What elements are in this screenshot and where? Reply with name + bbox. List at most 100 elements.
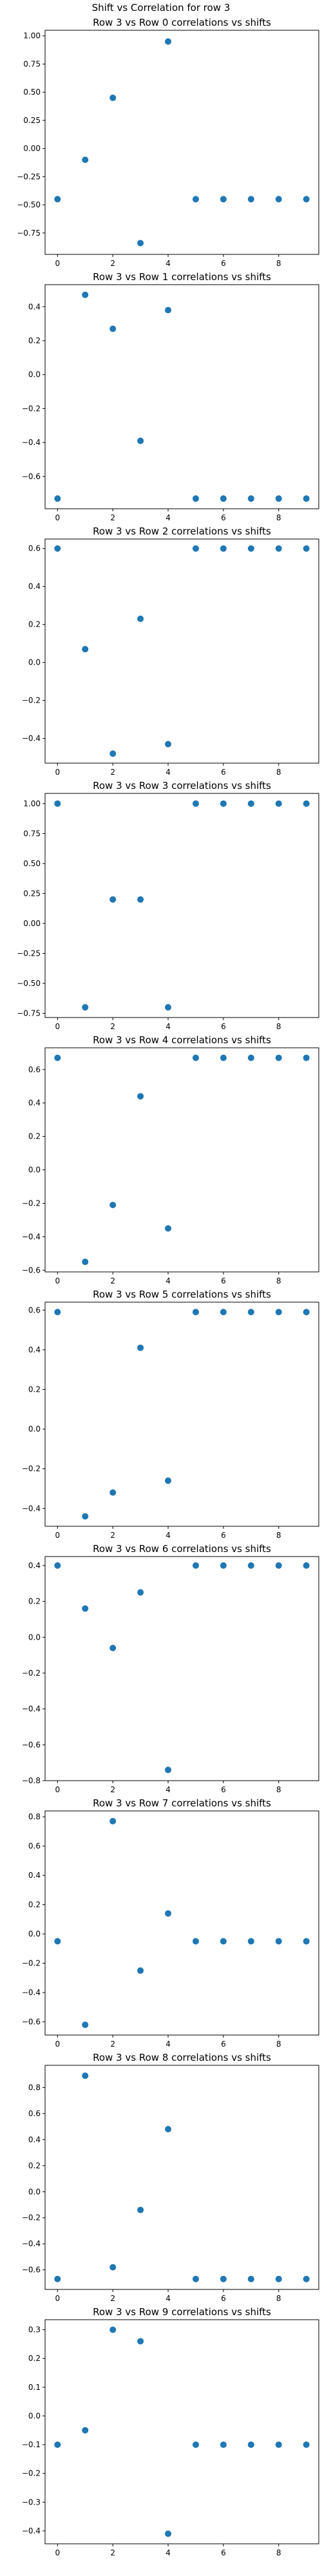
- y-tick-label: −0.4: [22, 1988, 41, 1997]
- y-tick-label: −0.2: [22, 1199, 41, 1208]
- y-tick-label: 0.4: [28, 1561, 41, 1570]
- y-tick-label: 0.4: [28, 1871, 41, 1880]
- y-tick-label: 0.0: [28, 2411, 41, 2420]
- data-point: [109, 2326, 117, 2333]
- data-point: [137, 1967, 144, 1974]
- data-point: [247, 545, 254, 552]
- data-point: [303, 1562, 310, 1569]
- y-tick-label: −0.75: [17, 1009, 41, 1018]
- y-tick-label: 0.4: [28, 582, 41, 591]
- y-tick-label: 0.0: [28, 1425, 41, 1434]
- subplot-6: Row 3 vs Row 6 correlations vs shifts 0 2 4…: [22, 1543, 319, 1794]
- y-tick-label: 1.00: [23, 32, 41, 41]
- x-tick-label: 8: [276, 1022, 281, 1031]
- data-point: [109, 1489, 117, 1496]
- data-point: [275, 2275, 282, 2282]
- y-tick-label: −0.2: [22, 1464, 41, 1473]
- x-tick-label: 8: [276, 768, 281, 777]
- y-tick-label: −0.50: [17, 979, 41, 988]
- y-tick-label: −0.6: [22, 1265, 41, 1274]
- figure-suptitle: Shift vs Correlation for row 3: [92, 2, 231, 14]
- data-point: [165, 1910, 172, 1917]
- data-point: [165, 38, 172, 45]
- x-tick-label: 6: [221, 1276, 226, 1285]
- y-tick-label: −0.2: [22, 2469, 41, 2478]
- subplot-title: Row 3 vs Row 2 correlations vs shifts: [93, 526, 271, 537]
- x-tick-label: 4: [166, 2040, 171, 2049]
- x-tick-label: 2: [110, 1022, 115, 1031]
- data-point: [54, 545, 61, 552]
- data-point: [275, 545, 282, 552]
- data-point: [192, 2275, 199, 2282]
- x-tick-label: 6: [221, 2548, 226, 2557]
- data-point: [247, 1938, 254, 1945]
- data-point: [247, 495, 254, 502]
- data-point: [220, 545, 227, 552]
- data-point: [192, 1054, 199, 1061]
- y-tick-label: −0.4: [22, 1232, 41, 1241]
- data-point: [165, 2126, 172, 2133]
- data-point: [192, 800, 199, 807]
- x-tick-label: 0: [55, 1022, 60, 1031]
- x-tick-label: 4: [166, 259, 171, 268]
- y-tick-label: −0.2: [22, 1959, 41, 1968]
- y-tick-label: −0.6: [22, 472, 41, 481]
- data-point: [220, 1938, 227, 1945]
- plot-frame: [44, 1556, 319, 1781]
- data-point: [247, 800, 254, 807]
- data-point: [275, 1938, 282, 1945]
- subplot-title: Row 3 vs Row 0 correlations vs shifts: [93, 17, 271, 28]
- subplot-title: Row 3 vs Row 1 correlations vs shifts: [93, 271, 271, 283]
- data-point: [82, 1605, 89, 1612]
- data-point: [137, 615, 144, 622]
- y-tick-label: −0.4: [22, 1504, 41, 1513]
- y-tick-label: −0.75: [17, 229, 41, 238]
- data-point: [54, 2275, 61, 2282]
- y-tick-label: 0.2: [28, 620, 41, 629]
- data-point: [247, 196, 254, 203]
- data-point: [303, 2441, 310, 2448]
- y-tick-label: 0.50: [23, 88, 41, 97]
- data-point: [54, 495, 61, 502]
- y-tick-label: 0.25: [23, 116, 41, 125]
- data-point: [192, 1562, 199, 1569]
- y-tick-label: 0.6: [28, 1065, 41, 1074]
- data-point: [303, 800, 310, 807]
- y-tick-label: 0.1: [28, 2383, 41, 2392]
- data-point: [192, 545, 199, 552]
- x-tick-label: 8: [276, 2040, 281, 2049]
- y-tick-label: −0.2: [22, 2213, 41, 2222]
- data-point: [137, 437, 144, 444]
- data-point: [247, 1562, 254, 1569]
- plot-frame: [44, 2319, 319, 2544]
- data-point: [109, 1644, 117, 1651]
- x-tick-label: 0: [55, 2548, 60, 2557]
- x-tick-label: 2: [110, 1531, 115, 1540]
- x-tick-label: 6: [221, 768, 226, 777]
- data-point: [137, 1093, 144, 1100]
- x-tick-label: 6: [221, 2294, 226, 2303]
- x-tick-label: 8: [276, 2548, 281, 2557]
- data-point: [275, 495, 282, 502]
- x-tick-label: 4: [166, 513, 171, 522]
- y-tick-label: 0.4: [28, 1099, 41, 1108]
- y-tick-label: 0.2: [28, 1132, 41, 1141]
- data-point: [82, 2022, 89, 2029]
- x-tick-label: 2: [110, 1276, 115, 1285]
- y-tick-label: 0.4: [28, 2135, 41, 2144]
- data-point: [137, 896, 144, 903]
- data-point: [109, 1817, 117, 1824]
- x-tick-label: 2: [110, 2548, 115, 2557]
- data-point: [82, 2427, 89, 2434]
- subplot-8: Row 3 vs Row 8 correlations vs shifts 0 2 4…: [22, 2052, 319, 2303]
- data-point: [137, 2338, 144, 2345]
- subplot-title: Row 3 vs Row 7 correlations vs shifts: [93, 1797, 271, 1809]
- data-point: [165, 307, 172, 314]
- data-point: [165, 1225, 172, 1232]
- data-point: [303, 1938, 310, 1945]
- subplot-4: Row 3 vs Row 4 correlations vs shifts 0 2 4…: [22, 1034, 319, 1285]
- data-point: [220, 495, 227, 502]
- y-tick-label: 0.2: [28, 2161, 41, 2170]
- x-tick-label: 8: [276, 1276, 281, 1285]
